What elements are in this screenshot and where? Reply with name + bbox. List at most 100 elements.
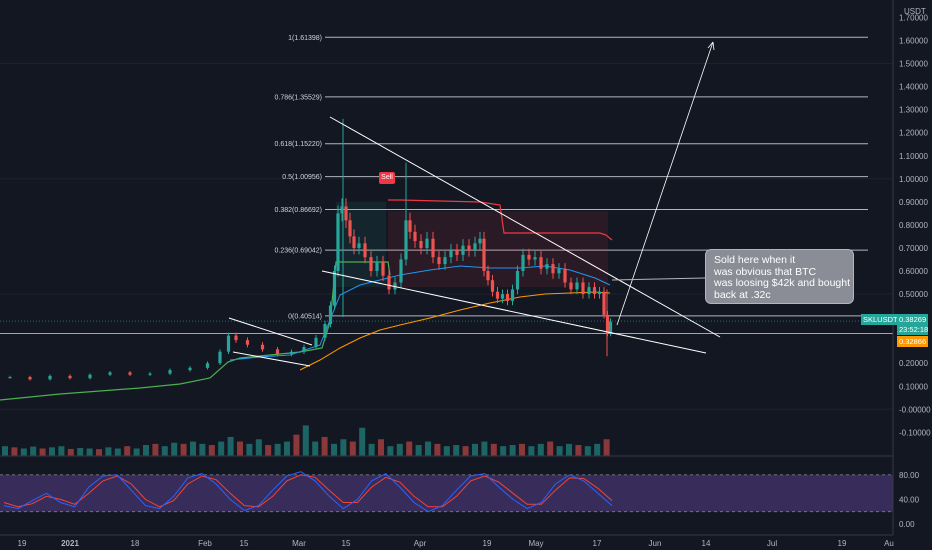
volume-bar bbox=[11, 447, 18, 456]
candle bbox=[393, 282, 397, 290]
candle bbox=[490, 280, 495, 292]
candle bbox=[592, 287, 597, 295]
candle bbox=[352, 236, 356, 248]
candle bbox=[413, 231, 417, 242]
candle bbox=[205, 363, 210, 368]
price-tick-label: -0.00000 bbox=[899, 405, 931, 414]
buy-price-tag: 0.32866 bbox=[897, 336, 928, 347]
candle bbox=[68, 375, 72, 379]
volume-bar bbox=[30, 446, 37, 456]
stochastic-panel: 80.00 40.00 0.00 bbox=[0, 455, 920, 529]
volume-bar bbox=[509, 445, 516, 456]
price-tick-label: 0.20000 bbox=[899, 359, 928, 368]
candle bbox=[521, 254, 525, 271]
candle bbox=[340, 206, 344, 214]
last-price-tag: 0.38269 bbox=[897, 314, 928, 325]
candle bbox=[375, 261, 379, 271]
volume-bar bbox=[566, 443, 572, 456]
currency-label: USDT bbox=[904, 7, 926, 16]
candle bbox=[408, 220, 412, 232]
candle bbox=[302, 347, 306, 352]
grid bbox=[0, 63, 893, 410]
volume-bar bbox=[556, 446, 563, 456]
symbol-tag: SKLUSDT bbox=[861, 314, 898, 325]
candle bbox=[387, 275, 391, 290]
price-tick-label: 0.70000 bbox=[899, 244, 928, 253]
candle bbox=[505, 294, 510, 301]
annotation-callout[interactable]: Sold here when it was obvious that BTC w… bbox=[705, 249, 854, 304]
volume-bar bbox=[180, 443, 187, 456]
candle bbox=[495, 291, 500, 299]
candle bbox=[289, 351, 294, 354]
annotation-line: was loosing $42k and bought bbox=[714, 277, 851, 289]
candle bbox=[551, 264, 555, 274]
candle bbox=[218, 351, 222, 364]
fib-level-label: 0.618(1.15220) bbox=[275, 141, 322, 148]
candle bbox=[28, 377, 32, 380]
candle bbox=[381, 261, 385, 276]
target-arrow-line bbox=[616, 41, 714, 326]
volume-bar bbox=[49, 447, 55, 456]
volume-bar bbox=[227, 436, 234, 456]
candle bbox=[482, 238, 486, 271]
volume-bar bbox=[208, 445, 215, 456]
time-tick-label: 18 bbox=[131, 539, 140, 548]
time-tick-label: 14 bbox=[702, 539, 711, 548]
volume-bar bbox=[575, 445, 582, 456]
candle bbox=[275, 349, 280, 354]
volume-bar bbox=[265, 445, 272, 456]
volume-bar bbox=[255, 439, 262, 456]
price-tick-label: 0.50000 bbox=[899, 290, 928, 299]
volume-bar bbox=[594, 443, 601, 456]
moving-average-orange bbox=[299, 291, 611, 371]
time-axis: 19 2021 18 Feb 15 Mar 15 Apr 19 May 17 Jun 14 Jul 19 Au bbox=[0, 534, 894, 548]
volume-bar bbox=[284, 441, 290, 456]
volume-bar bbox=[105, 447, 112, 456]
candle bbox=[478, 238, 482, 244]
fib-level-label: 1(1.61398) bbox=[288, 35, 322, 42]
candle bbox=[168, 370, 172, 374]
volume-bar bbox=[124, 446, 131, 456]
time-tick-label: 19 bbox=[483, 539, 492, 548]
volume-bar bbox=[58, 446, 65, 456]
candle bbox=[226, 335, 231, 352]
candles bbox=[8, 118, 613, 381]
price-tick-label: -0.10000 bbox=[899, 428, 931, 437]
annotation-line: was obvious that BTC bbox=[714, 265, 817, 278]
candle bbox=[344, 206, 348, 221]
time-tick-label: 19 bbox=[18, 539, 27, 548]
candle bbox=[108, 372, 112, 375]
volume-bar bbox=[161, 446, 168, 456]
descending-trendline-lower bbox=[321, 270, 707, 354]
candle bbox=[533, 257, 537, 260]
trendlines bbox=[228, 41, 721, 367]
candle bbox=[455, 250, 459, 255]
volume-bar bbox=[519, 443, 525, 456]
candle bbox=[8, 377, 12, 379]
wedge-trendline-lower bbox=[232, 351, 311, 367]
volume-bar bbox=[237, 441, 243, 456]
candle bbox=[314, 337, 318, 348]
time-tick-label: 15 bbox=[342, 539, 351, 548]
candle bbox=[515, 271, 520, 290]
time-tick-label: Apr bbox=[414, 539, 427, 548]
candle bbox=[581, 282, 585, 295]
volume-bar bbox=[462, 446, 469, 456]
volume-bar bbox=[312, 441, 319, 456]
volume-bar bbox=[331, 443, 337, 456]
time-tick-label: Jun bbox=[649, 539, 662, 548]
candle bbox=[260, 344, 265, 350]
volume-bar bbox=[368, 443, 375, 456]
volume-bar bbox=[528, 446, 535, 456]
stoch-k-line bbox=[3, 471, 613, 513]
candle bbox=[569, 282, 573, 290]
candle bbox=[357, 243, 361, 248]
time-tick-label: Feb bbox=[198, 539, 212, 548]
volume-bar bbox=[490, 443, 497, 456]
candle bbox=[431, 238, 435, 258]
fib-level-label: 0.236(0.69042) bbox=[275, 248, 322, 255]
candle bbox=[527, 254, 531, 260]
candle bbox=[128, 372, 132, 375]
volume-bar bbox=[274, 443, 281, 456]
volume-bar bbox=[434, 443, 441, 456]
